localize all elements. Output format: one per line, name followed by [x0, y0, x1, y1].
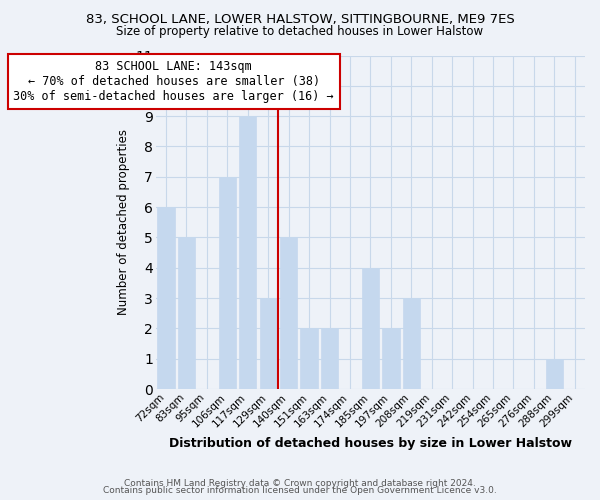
Bar — [280, 238, 298, 389]
Text: Contains HM Land Registry data © Crown copyright and database right 2024.: Contains HM Land Registry data © Crown c… — [124, 478, 476, 488]
Bar — [545, 358, 563, 389]
Bar — [260, 298, 277, 389]
Text: 83 SCHOOL LANE: 143sqm
← 70% of detached houses are smaller (38)
30% of semi-det: 83 SCHOOL LANE: 143sqm ← 70% of detached… — [13, 60, 334, 103]
Y-axis label: Number of detached properties: Number of detached properties — [117, 130, 130, 316]
Bar — [403, 298, 420, 389]
Bar — [157, 207, 175, 389]
Bar — [362, 268, 379, 389]
Bar — [382, 328, 400, 389]
X-axis label: Distribution of detached houses by size in Lower Halstow: Distribution of detached houses by size … — [169, 437, 572, 450]
Bar — [239, 116, 256, 389]
Bar — [178, 238, 195, 389]
Bar — [218, 177, 236, 389]
Bar — [321, 328, 338, 389]
Bar — [301, 328, 318, 389]
Text: Size of property relative to detached houses in Lower Halstow: Size of property relative to detached ho… — [116, 25, 484, 38]
Text: 83, SCHOOL LANE, LOWER HALSTOW, SITTINGBOURNE, ME9 7ES: 83, SCHOOL LANE, LOWER HALSTOW, SITTINGB… — [86, 12, 514, 26]
Text: Contains public sector information licensed under the Open Government Licence v3: Contains public sector information licen… — [103, 486, 497, 495]
